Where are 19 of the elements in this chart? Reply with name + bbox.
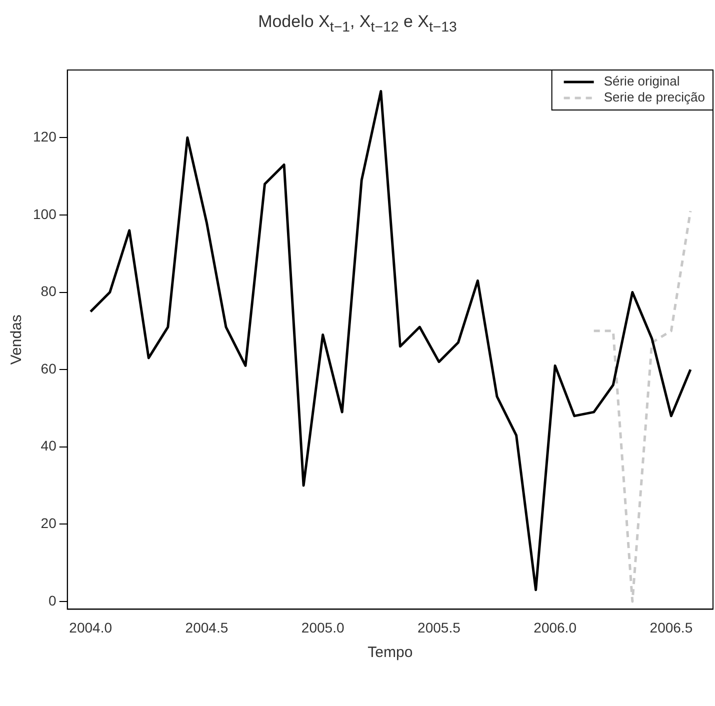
- chart-title: Modelo X$_{t−1}$, X$_{t−12}$ e X$_{t−13}$: [257, 12, 458, 36]
- y-tick-label: 120: [33, 128, 57, 144]
- line-series: [592, 210, 692, 603]
- x-tick-label: 2006.5: [650, 619, 693, 636]
- y-tick-label: 60: [40, 360, 57, 376]
- x-tick-label: 2004.0: [69, 619, 112, 636]
- x-tick-label: 2006.0: [534, 619, 577, 636]
- x-axis-title: Tempo: [368, 644, 413, 662]
- x-tick-label: 2005.0: [301, 619, 344, 636]
- y-tick-label: 20: [40, 515, 57, 532]
- legend-label: Serie de precição: [604, 90, 706, 105]
- x-tick-label: 2004.5: [185, 619, 228, 636]
- legend-label: Série original: [604, 74, 680, 89]
- x-tick-label: 2005.5: [418, 619, 461, 636]
- y-tick-label: 40: [40, 438, 57, 454]
- y-tick-label: 80: [40, 283, 57, 300]
- y-tick-label: 100: [33, 206, 57, 222]
- y-axis-title: Vendas: [8, 314, 26, 365]
- y-tick-label: 0: [48, 592, 57, 608]
